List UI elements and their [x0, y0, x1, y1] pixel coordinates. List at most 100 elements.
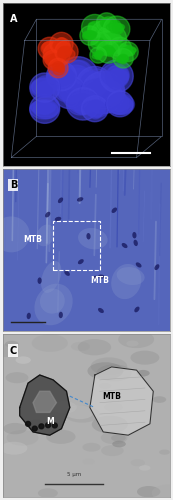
Text: B: B [10, 180, 17, 190]
Polygon shape [45, 54, 61, 64]
Ellipse shape [92, 416, 128, 433]
Polygon shape [84, 77, 108, 92]
Polygon shape [54, 78, 86, 102]
Polygon shape [32, 78, 60, 97]
Polygon shape [118, 54, 128, 64]
Text: 5 µm: 5 µm [67, 472, 81, 477]
Polygon shape [55, 69, 72, 85]
Polygon shape [49, 64, 63, 71]
Ellipse shape [6, 372, 28, 383]
Polygon shape [83, 100, 103, 114]
Polygon shape [48, 50, 65, 59]
FancyArrowPatch shape [139, 126, 140, 234]
Polygon shape [107, 66, 125, 90]
Polygon shape [74, 93, 91, 114]
Bar [53, 220, 100, 270]
Polygon shape [102, 34, 122, 44]
Polygon shape [113, 92, 126, 112]
Polygon shape [80, 26, 100, 46]
Polygon shape [30, 79, 55, 98]
Text: MTB: MTB [102, 392, 121, 402]
Polygon shape [84, 31, 95, 39]
Polygon shape [97, 28, 112, 35]
Polygon shape [94, 52, 102, 59]
FancyArrowPatch shape [134, 102, 135, 189]
Polygon shape [107, 30, 117, 44]
Ellipse shape [98, 274, 105, 278]
Polygon shape [85, 104, 106, 117]
Ellipse shape [98, 308, 104, 313]
Polygon shape [82, 72, 105, 96]
Polygon shape [96, 38, 103, 46]
Polygon shape [85, 103, 108, 118]
Polygon shape [70, 96, 100, 112]
Circle shape [52, 423, 57, 428]
Polygon shape [101, 64, 129, 86]
Polygon shape [106, 94, 132, 114]
Ellipse shape [101, 431, 128, 444]
Polygon shape [100, 18, 110, 27]
Ellipse shape [28, 420, 44, 428]
Polygon shape [57, 38, 67, 48]
Polygon shape [88, 102, 106, 113]
Polygon shape [51, 53, 59, 64]
Polygon shape [30, 100, 58, 119]
Polygon shape [109, 20, 119, 33]
Ellipse shape [46, 430, 76, 444]
Polygon shape [126, 46, 133, 54]
Ellipse shape [152, 484, 173, 500]
Ellipse shape [55, 217, 61, 221]
Polygon shape [42, 42, 60, 54]
FancyArrowPatch shape [117, 140, 119, 247]
Ellipse shape [152, 396, 166, 403]
FancyArrowPatch shape [4, 214, 6, 270]
Ellipse shape [99, 383, 111, 389]
FancyArrowPatch shape [158, 204, 160, 324]
Polygon shape [59, 84, 85, 99]
Polygon shape [102, 20, 108, 28]
Polygon shape [104, 35, 117, 48]
Text: MTB: MTB [90, 276, 109, 284]
FancyArrowPatch shape [69, 119, 70, 219]
Polygon shape [86, 32, 97, 36]
Polygon shape [98, 28, 112, 38]
Circle shape [32, 426, 37, 431]
Polygon shape [106, 97, 131, 110]
Polygon shape [92, 40, 104, 46]
Polygon shape [105, 49, 113, 54]
FancyArrowPatch shape [78, 118, 79, 172]
Polygon shape [67, 94, 99, 110]
Polygon shape [64, 65, 87, 83]
Ellipse shape [154, 264, 159, 270]
Ellipse shape [40, 288, 65, 314]
Polygon shape [86, 34, 94, 38]
Polygon shape [88, 23, 97, 34]
FancyArrowPatch shape [123, 94, 125, 191]
Polygon shape [116, 58, 128, 62]
Ellipse shape [38, 278, 42, 284]
Polygon shape [65, 66, 91, 90]
Polygon shape [122, 46, 136, 54]
Polygon shape [41, 42, 58, 55]
FancyArrowPatch shape [143, 191, 145, 242]
Polygon shape [97, 40, 105, 50]
Ellipse shape [102, 394, 121, 402]
Ellipse shape [82, 443, 101, 452]
Polygon shape [100, 48, 113, 54]
Polygon shape [37, 101, 53, 114]
Ellipse shape [136, 370, 150, 376]
Polygon shape [104, 48, 116, 56]
Ellipse shape [45, 212, 50, 218]
Polygon shape [116, 57, 127, 62]
Ellipse shape [1, 442, 27, 454]
Polygon shape [96, 50, 103, 56]
Polygon shape [81, 78, 110, 94]
Polygon shape [95, 28, 109, 39]
Ellipse shape [91, 358, 127, 375]
Ellipse shape [134, 306, 140, 312]
Polygon shape [30, 73, 60, 102]
Polygon shape [88, 32, 112, 55]
Polygon shape [66, 88, 100, 120]
Polygon shape [45, 52, 66, 63]
Polygon shape [53, 62, 64, 71]
